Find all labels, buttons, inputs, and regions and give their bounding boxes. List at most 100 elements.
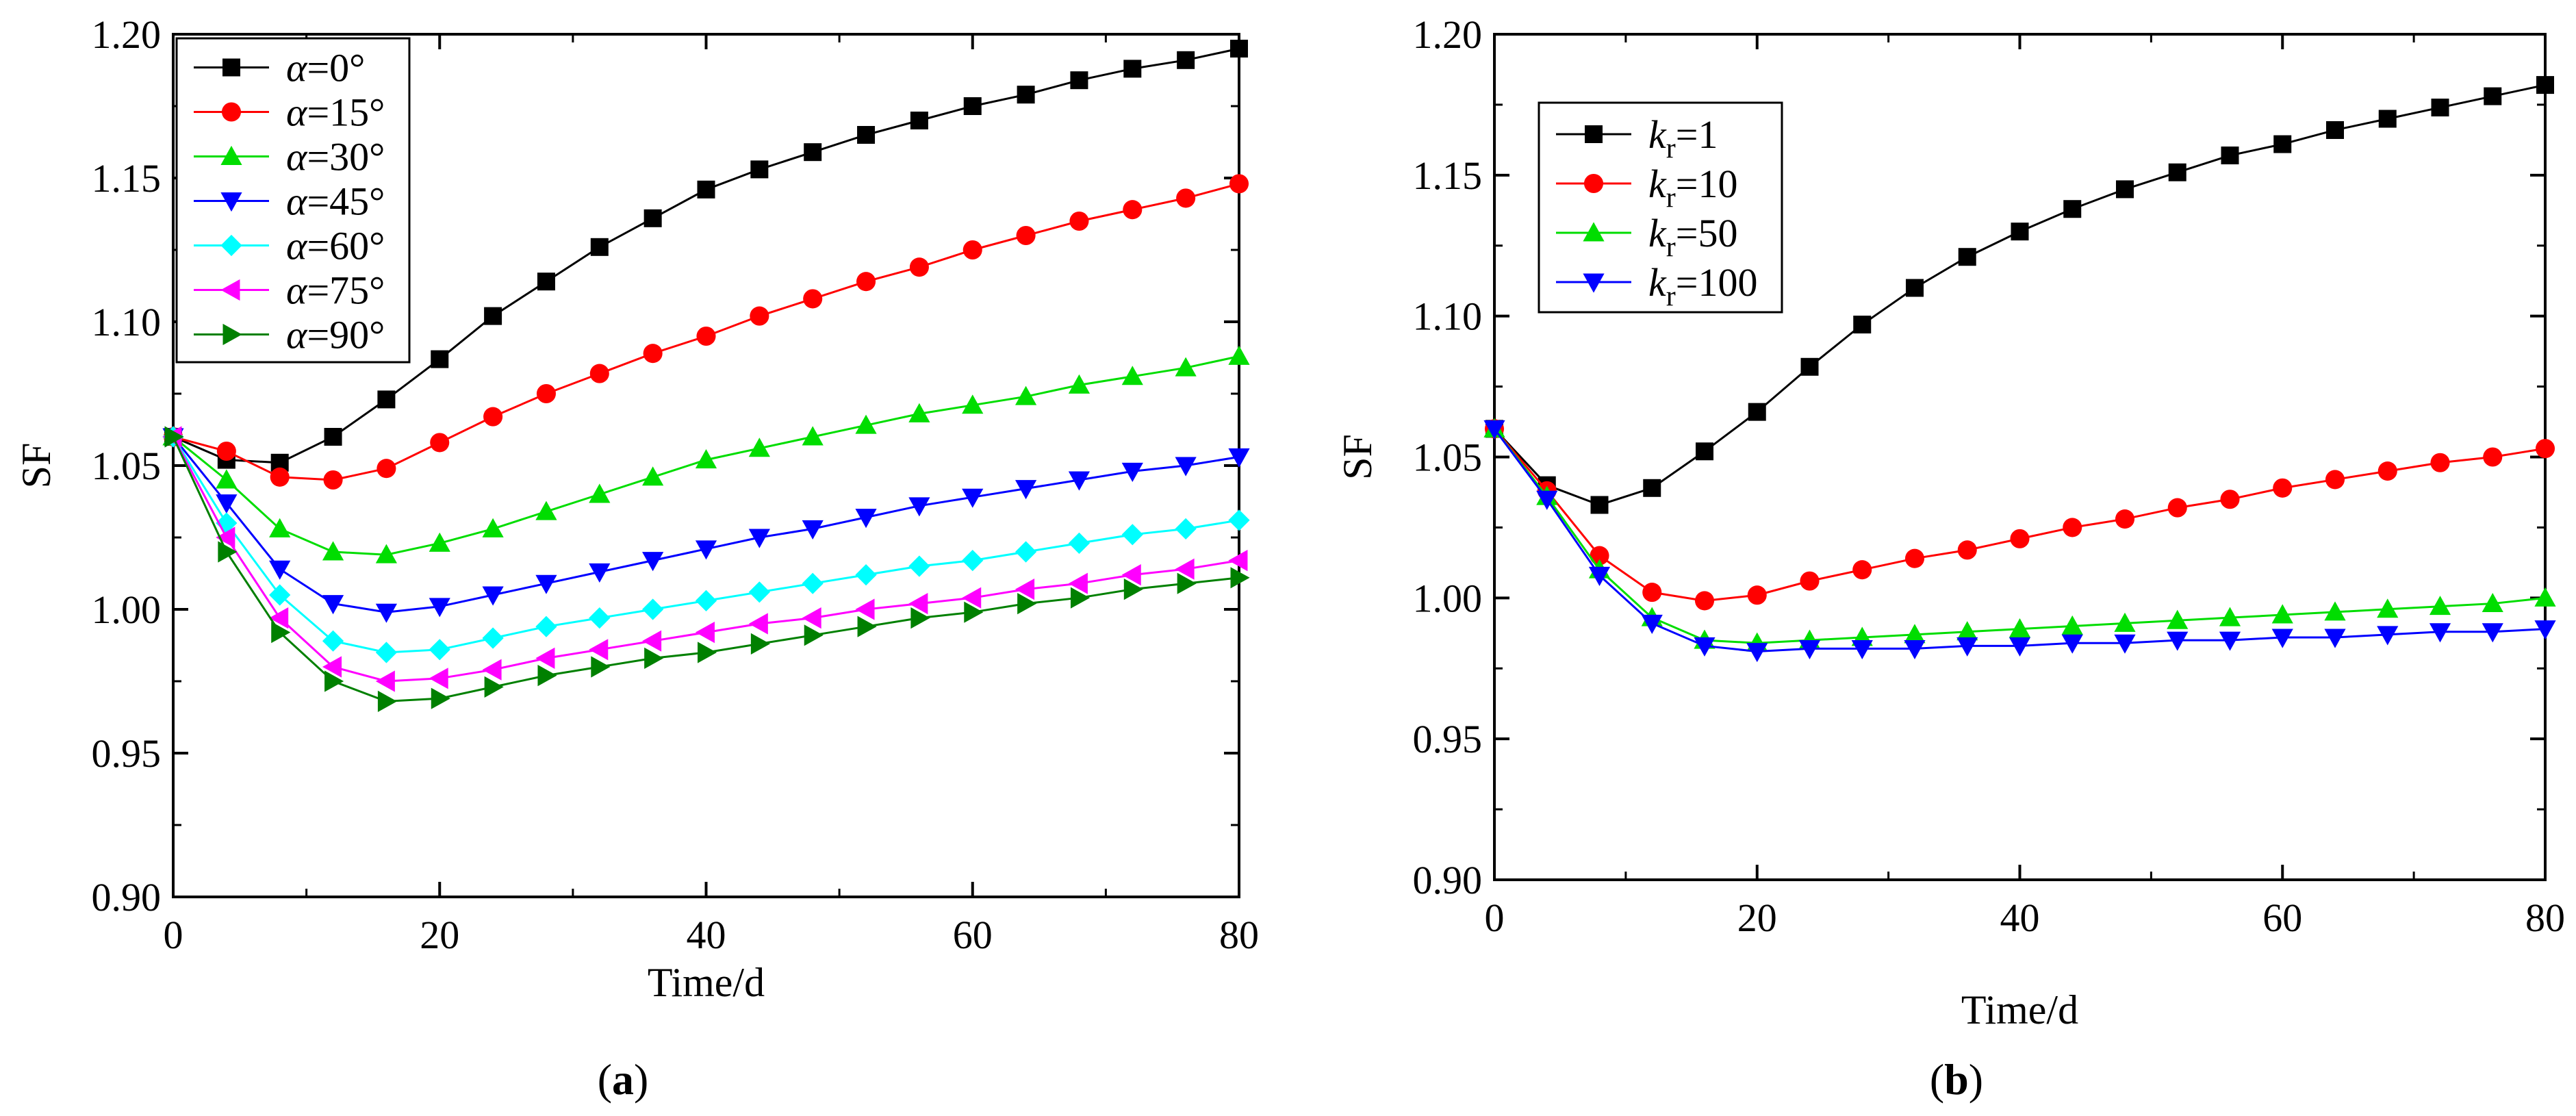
data-point [1694,637,1716,657]
legend-value: =30° [307,135,385,179]
legend-value: =60° [307,224,385,268]
data-point [1536,490,1558,510]
panel-label-close: ) [1969,1055,1983,1104]
data-point [482,586,504,606]
data-point [1070,71,1088,90]
data-point [804,624,824,646]
data-point [1123,200,1143,220]
y-tick-label: 1.10 [1413,294,1483,339]
data-point [856,272,876,292]
data-point [909,257,929,277]
legend-label: kr=50 [1648,211,1737,263]
legend-value: =45° [307,179,385,224]
data-point [1068,532,1091,554]
data-point [1853,316,1872,334]
data-point [1123,60,1142,78]
x-axis-label: Time/d [1961,987,2078,1032]
data-point [642,598,664,620]
data-point [216,441,236,461]
data-point [1175,357,1197,377]
data-point [643,209,662,227]
data-point [430,433,450,453]
data-point [2325,470,2345,490]
data-point [589,364,609,383]
data-point [164,426,184,448]
data-point [2326,121,2344,139]
data-point [2484,87,2502,105]
x-tick-label: 20 [1737,896,1777,940]
data-point [537,665,557,687]
series-6 [164,426,1250,712]
legend-symbol: α [286,135,308,179]
data-point [1228,345,1250,365]
data-point [1230,567,1250,589]
data-point [2220,490,2240,509]
data-point [322,656,342,678]
data-point [2116,180,2134,199]
data-point [377,390,396,409]
data-point [270,467,290,487]
data-point [1017,593,1037,615]
data-point [908,403,930,422]
data-point [2535,439,2555,459]
legend-subscript: r [1666,281,1676,312]
legend-value: =75° [307,268,385,313]
data-point [1694,591,1715,611]
data-point [1904,548,1925,568]
legend-marker [220,192,242,212]
data-point [2378,110,2397,128]
panel-label: (a) [598,1055,649,1104]
series-0 [1485,76,2554,514]
data-point [484,676,504,698]
data-point [591,656,611,678]
x-tick-label: 20 [420,913,459,957]
data-point [1590,546,1609,566]
data-point [908,593,928,615]
data-point [908,555,930,577]
data-point [643,344,663,364]
panel-label: (b) [1930,1055,1983,1104]
series-1 [1484,419,2555,611]
data-point [375,603,397,623]
legend-marker [222,323,242,346]
data-point [1696,442,1713,461]
data-point [750,160,769,179]
data-point [1230,40,1248,58]
data-point [1746,643,1768,663]
data-point [695,622,715,644]
data-point [857,616,877,637]
data-point [2114,612,2136,632]
data-point [2377,626,2399,646]
data-point [748,581,770,603]
data-point [1068,374,1091,394]
legend-marker [1583,173,1604,194]
data-point [1015,579,1035,600]
data-point [322,595,344,615]
data-point [642,630,662,652]
data-point [536,383,556,404]
legend-symbol: α [286,313,308,357]
data-point [1068,572,1088,594]
legend-marker [1583,273,1605,293]
legend-box [1538,101,1783,314]
data-point [429,668,448,689]
data-point [2377,598,2399,618]
data-point [2534,620,2556,640]
data-point [2324,629,2346,648]
panel-label-letter: b [1944,1055,1969,1104]
legend-marker [222,58,240,77]
y-axis-label: SF [1335,434,1380,480]
data-point [375,670,395,692]
series-line [1493,428,2546,602]
x-tick-label: 0 [1485,896,1505,940]
legend-label: kr=10 [1648,162,1737,214]
series-2 [162,345,1250,563]
legend-label: α=45° [286,179,385,224]
data-point [1851,639,1873,660]
data-point [962,394,984,414]
data-point [1642,583,1662,603]
data-point [269,584,291,606]
data-point [1228,448,1250,468]
panel-label-open: ( [598,1055,612,1104]
